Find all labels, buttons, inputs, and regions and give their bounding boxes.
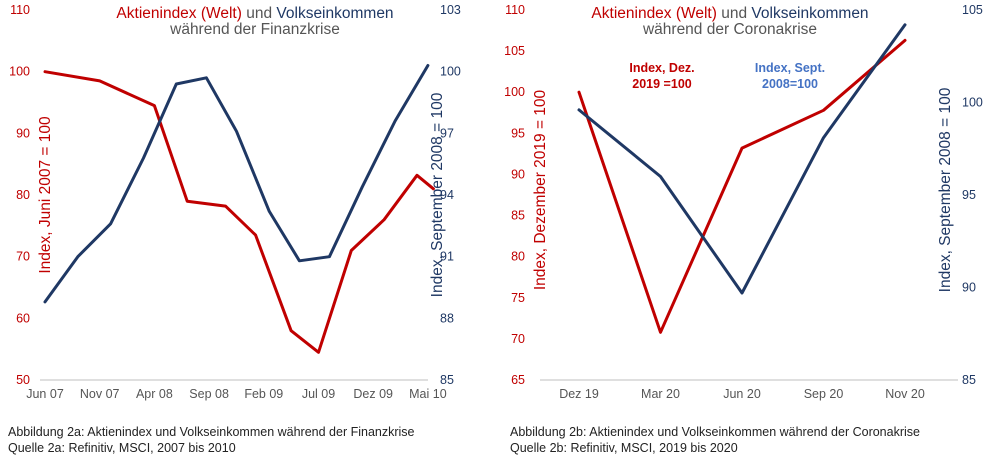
chart2-annotation-red: Index, Dez. (629, 61, 694, 75)
chart1-right-tick: 91 (440, 250, 454, 264)
chart2-left-tick: 75 (511, 291, 525, 305)
chart2-right-tick: 95 (962, 188, 976, 202)
chart1-left-tick: 50 (16, 373, 30, 387)
chart1-left-tick: 100 (9, 65, 30, 79)
chart1-left-axis-title: Index, Juni 2007 = 100 (37, 116, 54, 274)
chart1-x-tick: Feb 09 (244, 387, 283, 401)
caption-2b: Abbildung 2b: Aktienindex und Volkseinko… (510, 424, 980, 456)
chart2-right-tick: 85 (962, 373, 976, 387)
chart2-x-tick: Dez 19 (559, 387, 599, 401)
chart2-right-tick: 105 (962, 3, 983, 17)
caption-2a-line1: Abbildung 2a: Aktienindex und Volkseinko… (8, 425, 415, 439)
chart2-left-tick: 65 (511, 373, 525, 387)
chart2-left-tick: 80 (511, 250, 525, 264)
chart1-x-tick: Mai 10 (409, 387, 447, 401)
chart2-title: Aktienindex (Welt) und Volkseinkommen (591, 5, 868, 22)
chart1-series-volkseinkommen-line (43, 64, 430, 304)
chart2-left-tick: 70 (511, 332, 525, 346)
chart1-right-tick: 85 (440, 373, 454, 387)
caption-2a: Abbildung 2a: Aktienindex und Volkseinko… (8, 424, 478, 456)
chart1-left-tick: 70 (16, 250, 30, 264)
chart2-x-tick: Jun 20 (723, 387, 761, 401)
caption-2b-line1: Abbildung 2b: Aktienindex und Volkseinko… (510, 425, 920, 439)
chart2-left-tick: 110 (505, 3, 525, 17)
chart1-series-aktienindex-line (43, 70, 435, 354)
chart1-x-tick: Nov 07 (80, 387, 120, 401)
chart2-right-axis-title: Index, September 2008 = 100 (937, 87, 954, 292)
chart2-right-tick: 90 (962, 281, 976, 295)
chart1-title: Aktienindex (Welt) und Volkseinkommen (116, 5, 393, 22)
chart1-right-tick: 94 (440, 188, 454, 202)
chart2-series-aktienindex-line (577, 38, 907, 334)
chart1-left-tick: 60 (16, 311, 30, 325)
caption-2a-line2: Quelle 2a: Refinitiv, MSCI, 2007 bis 201… (8, 441, 236, 455)
chart2-annotation-blue: Index, Sept. (755, 61, 825, 75)
chart2-annotation-red: 2019 =100 (632, 77, 691, 91)
chart1-x-tick: Jul 09 (302, 387, 335, 401)
chart1-x-tick: Sep 08 (189, 387, 229, 401)
chart2-x-tick: Sep 20 (804, 387, 844, 401)
chart1-x-tick: Jun 07 (26, 387, 64, 401)
chart2-left-tick: 85 (511, 209, 525, 223)
chart2-series-volkseinkommen-line (577, 23, 907, 295)
chart1-x-tick: Apr 08 (136, 387, 173, 401)
chart1-right-tick: 100 (440, 65, 461, 79)
chart1-right-tick: 88 (440, 311, 454, 325)
chart2-annotation-blue: 2008=100 (762, 77, 818, 91)
chart1-x-tick: Dez 09 (353, 387, 393, 401)
chart1-left-tick: 90 (16, 126, 30, 140)
chart1-right-axis-title: Index, September 2008 = 100 (429, 92, 446, 297)
chart1-subtitle: während der Finanzkrise (169, 21, 340, 38)
chart1-left-tick: 80 (16, 188, 30, 202)
chart2-left-tick: 95 (511, 126, 525, 140)
chart2-left-tick: 90 (511, 167, 525, 181)
chart2-left-tick: 105 (504, 44, 525, 58)
chart2-right-tick: 100 (962, 96, 983, 110)
chart2-x-tick: Nov 20 (885, 387, 925, 401)
caption-2b-line2: Quelle 2b: Refinitiv, MSCI, 2019 bis 202… (510, 441, 738, 455)
chart2-left-axis-title: Index, Dezember 2019 = 100 (532, 89, 549, 290)
chart1-right-tick: 103 (440, 3, 461, 17)
chart2-x-tick: Mar 20 (641, 387, 680, 401)
chart1-left-tick: 110 (10, 3, 30, 17)
chart1-right-tick: 97 (440, 126, 454, 140)
chart2-left-tick: 100 (504, 85, 525, 99)
chart2-subtitle: während der Coronakrise (642, 21, 817, 38)
